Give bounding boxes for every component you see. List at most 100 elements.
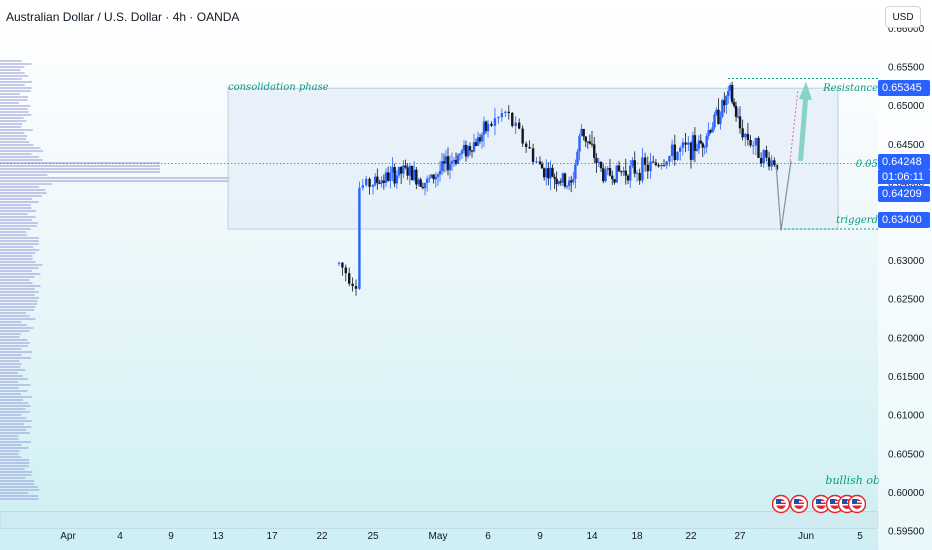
volume-profile-bar bbox=[0, 198, 33, 200]
volume-profile-bar bbox=[0, 336, 20, 338]
volume-profile-bar bbox=[0, 456, 21, 458]
candle-body bbox=[423, 182, 427, 189]
triggerd-label: triggerd bbox=[836, 215, 878, 226]
candle-body bbox=[380, 180, 383, 184]
currency-button[interactable]: USD bbox=[885, 6, 921, 28]
candle-body bbox=[354, 286, 358, 289]
candle-body bbox=[448, 163, 452, 171]
candle-body bbox=[438, 170, 442, 175]
candle-body bbox=[430, 174, 433, 178]
us-flag-icon[interactable] bbox=[772, 494, 790, 514]
symbol-title[interactable]: Australian Dollar / U.S. Dollar · 4h · O… bbox=[6, 10, 240, 24]
candle-body bbox=[738, 116, 742, 129]
volume-profile-bar bbox=[0, 459, 30, 461]
candle-body bbox=[563, 173, 567, 187]
candle-body bbox=[382, 180, 386, 183]
volume-profile-bar bbox=[0, 471, 33, 473]
candle-body bbox=[576, 151, 579, 165]
volume-profile-bar bbox=[0, 288, 35, 290]
bullish-ob-label: bullish ob bbox=[825, 474, 880, 487]
candle-body bbox=[699, 140, 702, 144]
price-tick-label: 0.65000 bbox=[888, 101, 925, 112]
time-tick-label: 27 bbox=[734, 531, 746, 542]
candle-body bbox=[365, 178, 368, 186]
candle-body bbox=[606, 168, 609, 170]
candle-body bbox=[622, 170, 625, 173]
candle-body bbox=[497, 117, 500, 119]
candle-body bbox=[528, 147, 531, 149]
time-tick-label: 18 bbox=[631, 531, 643, 542]
candle-body bbox=[617, 165, 621, 172]
volume-profile-bar bbox=[0, 153, 32, 155]
candle-body bbox=[584, 136, 587, 142]
volume-profile-bar bbox=[0, 390, 28, 392]
candle-body bbox=[670, 144, 674, 157]
candle-body bbox=[408, 165, 412, 176]
candle-body bbox=[549, 167, 552, 179]
candle-body bbox=[458, 153, 462, 156]
candle-body bbox=[404, 165, 407, 168]
candle-body bbox=[555, 178, 558, 185]
bar-countdown: 01:06:11 bbox=[878, 170, 930, 184]
us-flag-icon[interactable] bbox=[848, 494, 866, 514]
us-flag-icon[interactable] bbox=[790, 494, 808, 514]
volume-profile-bar bbox=[0, 228, 31, 230]
volume-profile-bar bbox=[0, 495, 38, 497]
candle-body bbox=[531, 148, 535, 163]
volume-profile-bar bbox=[0, 93, 20, 95]
time-tick-label: 13 bbox=[212, 531, 224, 542]
candle-body bbox=[765, 150, 768, 158]
candle-body bbox=[744, 133, 747, 138]
candle-body bbox=[348, 273, 351, 284]
volume-profile-bar bbox=[0, 483, 35, 485]
candle-body bbox=[646, 164, 649, 172]
volume-profile-bar bbox=[0, 213, 28, 215]
candle-body bbox=[440, 161, 444, 171]
volume-profile-bar bbox=[0, 402, 29, 404]
time-axis[interactable]: Apr 4 9 13 17 22 25 May 6 9 14 18 22 27 Jun 5 bbox=[60, 531, 863, 542]
volume-profile-bar bbox=[0, 414, 22, 416]
volume-profile-bar bbox=[0, 237, 40, 239]
us-flag-icon[interactable] bbox=[812, 494, 830, 514]
volume-profile-bar bbox=[0, 432, 30, 434]
volume-profile-bar bbox=[0, 417, 27, 419]
candle-body bbox=[574, 164, 577, 180]
volume-profile-bar bbox=[0, 366, 21, 368]
candle-body bbox=[460, 150, 464, 154]
price-tick-label: 0.61000 bbox=[888, 411, 925, 422]
time-tick-label: 22 bbox=[316, 531, 328, 542]
candle-body bbox=[736, 116, 740, 118]
volume-profile-bar bbox=[0, 498, 39, 500]
volume-profile-bar bbox=[0, 315, 30, 317]
candle-body bbox=[393, 167, 396, 184]
volume-profile-bar bbox=[0, 69, 21, 71]
volume-profile-bar bbox=[0, 114, 32, 116]
candle-body bbox=[547, 168, 550, 179]
volume-profile-bar bbox=[0, 381, 19, 383]
time-tick-label: 5 bbox=[857, 531, 863, 542]
candle-body bbox=[341, 262, 344, 268]
volume-profile-bar bbox=[0, 405, 31, 407]
time-tick-label: 9 bbox=[537, 531, 543, 542]
candle-body bbox=[676, 151, 679, 160]
volume-profile-bar bbox=[0, 129, 33, 131]
price-tick-label: 0.65500 bbox=[888, 63, 925, 74]
volume-profile-bar bbox=[0, 225, 38, 227]
volume-profile-bar bbox=[0, 195, 42, 197]
volume-profile-bar bbox=[0, 174, 48, 176]
time-tick-label: Jun bbox=[798, 531, 814, 542]
volume-profile-bar bbox=[0, 363, 22, 365]
volume-profile-bar bbox=[0, 147, 41, 149]
volume-profile-bar bbox=[0, 306, 36, 308]
candle-body bbox=[470, 150, 474, 152]
volume-profile-bar bbox=[0, 267, 39, 269]
candle-body bbox=[707, 130, 710, 137]
volume-profile-bar bbox=[0, 348, 22, 350]
volume-profile-bar bbox=[0, 63, 32, 65]
volume-profile-bar bbox=[0, 282, 33, 284]
volume-profile-bar bbox=[0, 132, 25, 134]
candle-body bbox=[504, 111, 507, 114]
candle-body bbox=[351, 283, 354, 287]
